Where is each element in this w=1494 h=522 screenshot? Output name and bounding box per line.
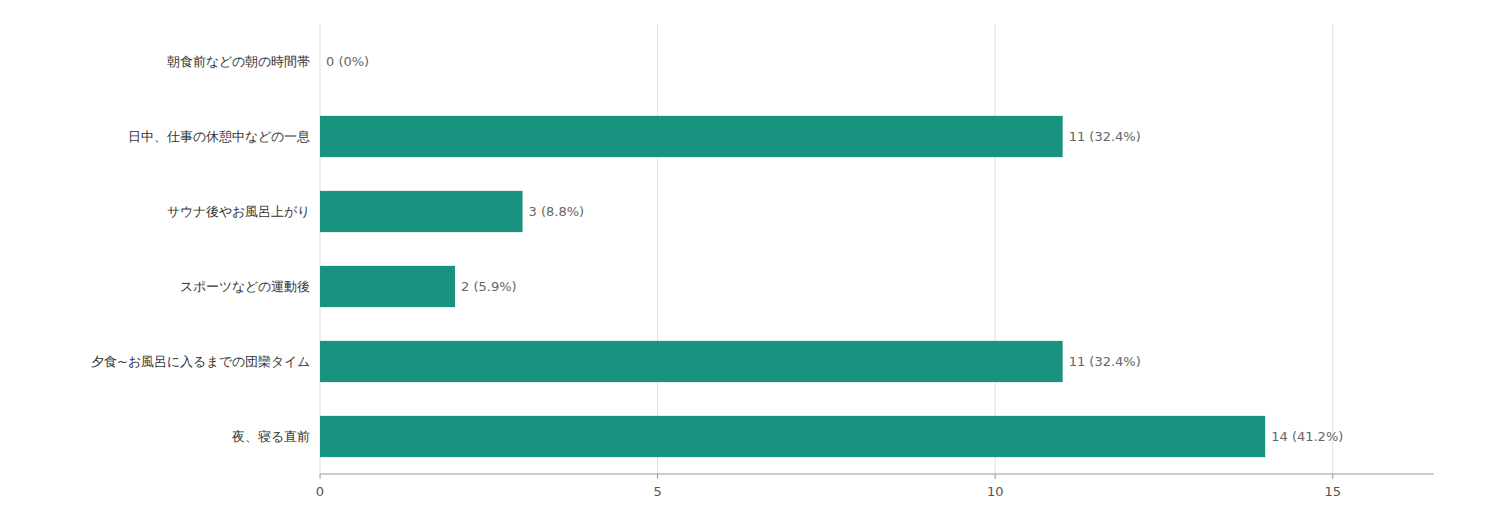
category-label: 日中、仕事の休憩中などの一息 bbox=[128, 129, 310, 144]
tick-label: 0 bbox=[316, 484, 324, 499]
chart-svg: 0 5 10 15 0 (0%) 11 (32.4%) 3 (8.8%) 2 (5.9%) 11… bbox=[0, 0, 1494, 522]
data-label: 14 (41.2%) bbox=[1271, 429, 1343, 444]
data-label: 0 (0%) bbox=[326, 54, 369, 69]
data-label: 3 (8.8%) bbox=[529, 204, 585, 219]
tick-mark bbox=[1332, 474, 1333, 479]
category-label: 朝食前などの朝の時間帯 bbox=[167, 54, 310, 69]
grid-line bbox=[657, 24, 658, 474]
category-label: スポーツなどの運動後 bbox=[180, 279, 310, 294]
data-labels: 0 (0%) 11 (32.4%) 3 (8.8%) 2 (5.9%) 11 (32.4… bbox=[326, 54, 1343, 444]
bar bbox=[320, 116, 1063, 157]
x-axis-line bbox=[320, 474, 1434, 475]
grid-line bbox=[320, 24, 321, 474]
category-labels: 朝食前などの朝の時間帯日中、仕事の休憩中などの一息サウナ後やお風呂上がりスポーツ… bbox=[91, 54, 310, 444]
data-label: 11 (32.4%) bbox=[1069, 129, 1141, 144]
bar bbox=[320, 416, 1265, 457]
tick-mark bbox=[320, 474, 321, 479]
bar bbox=[320, 266, 455, 307]
bar bbox=[320, 41, 321, 82]
tick-label: 10 bbox=[987, 484, 1004, 499]
category-label: 夕食~お風呂に入るまでの団欒タイム bbox=[91, 354, 310, 369]
tick-mark bbox=[657, 474, 658, 479]
grid-line bbox=[995, 24, 996, 474]
grid-line bbox=[1332, 24, 1333, 474]
bar bbox=[320, 191, 523, 232]
data-label: 11 (32.4%) bbox=[1069, 354, 1141, 369]
tick-label: 5 bbox=[653, 484, 661, 499]
bars bbox=[320, 116, 1265, 457]
data-label: 2 (5.9%) bbox=[461, 279, 517, 294]
chart-container: 0 5 10 15 0 (0%) 11 (32.4%) 3 (8.8%) 2 (5.9%) 11… bbox=[0, 0, 1494, 522]
grid: 0 5 10 15 bbox=[316, 24, 1341, 499]
bar bbox=[320, 341, 1063, 382]
tick-mark bbox=[995, 474, 996, 479]
tick-label: 15 bbox=[1324, 484, 1341, 499]
category-label: 夜、寝る直前 bbox=[232, 429, 310, 444]
category-label: サウナ後やお風呂上がり bbox=[167, 204, 310, 219]
